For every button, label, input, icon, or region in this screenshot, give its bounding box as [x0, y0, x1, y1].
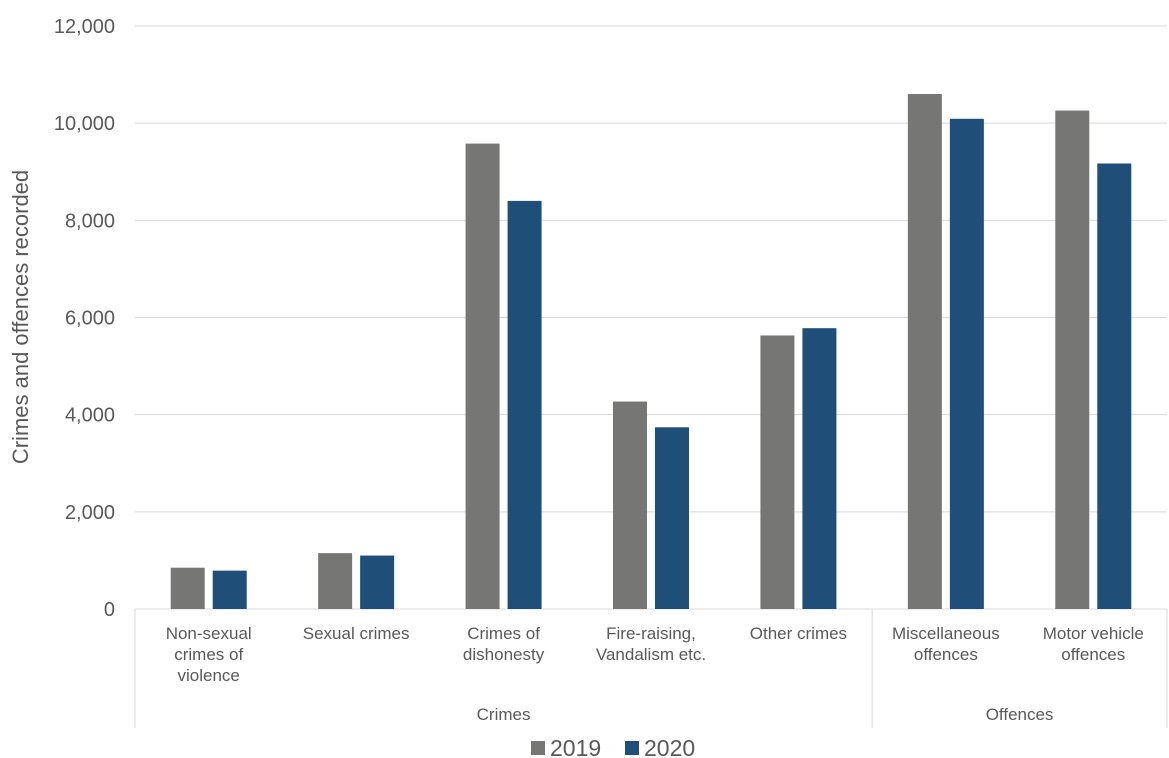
- category-label-line: violence: [178, 666, 240, 685]
- category-label-line: Non-sexual: [166, 624, 252, 643]
- category-label-line: Miscellaneous: [892, 624, 1000, 643]
- bar-2019: [1055, 110, 1090, 609]
- category-label-line: Crimes of: [467, 624, 540, 643]
- category-label-line: Motor vehicle: [1043, 624, 1144, 643]
- y-axis-label: Crimes and offences recorded: [8, 170, 33, 464]
- group-label: Crimes: [477, 705, 531, 724]
- legend-label: 2020: [644, 735, 695, 758]
- category-label-line: dishonesty: [463, 645, 545, 664]
- category-label-line: Sexual crimes: [303, 624, 410, 643]
- category-label-line: crimes of: [174, 645, 243, 664]
- category-label: Sexual crimes: [303, 624, 410, 643]
- bar-2019: [613, 401, 647, 609]
- bar-2019: [907, 94, 942, 610]
- bar-2020: [1097, 163, 1132, 609]
- y-tick-label: 10,000: [54, 113, 115, 135]
- category-label: Non-sexual crimes of violence: [166, 624, 252, 685]
- category-label: Fire-raising, Vandalism etc.: [596, 624, 706, 664]
- legend-label: 2019: [550, 735, 601, 758]
- y-tick-label: 8,000: [65, 210, 115, 232]
- group-label: Offences: [986, 705, 1054, 724]
- category-label-line: Other crimes: [750, 624, 847, 643]
- bar-2020: [655, 427, 689, 609]
- y-axis-ticks: 0 2,000 4,000 6,000 8,000 10,000 12,000: [54, 16, 115, 621]
- category-label: Crimes of dishonesty: [463, 624, 545, 664]
- category-label-line: Vandalism etc.: [596, 645, 706, 664]
- category-label: Other crimes: [750, 624, 847, 643]
- bars: [170, 94, 1132, 610]
- group-labels: Crimes Offences: [477, 705, 1054, 724]
- category-label: Motor vehicle offences: [1043, 624, 1144, 664]
- bar-2020: [507, 200, 542, 609]
- category-label-line: offences: [1061, 645, 1125, 664]
- bar-2020: [949, 118, 984, 610]
- legend-swatch-2019: [531, 741, 545, 755]
- bar-2019: [465, 143, 500, 610]
- y-tick-label: 6,000: [65, 308, 115, 330]
- legend: 2019 2020: [531, 735, 695, 758]
- bar-2020: [802, 328, 837, 609]
- bar-2019: [318, 553, 353, 609]
- bar-2020: [212, 570, 247, 609]
- bar-2019: [760, 335, 795, 609]
- y-tick-label: 2,000: [65, 502, 115, 524]
- category-label-line: Fire-raising,: [606, 624, 696, 643]
- bar-2020: [360, 555, 395, 609]
- gridlines: [134, 25, 1168, 728]
- category-label-line: offences: [914, 645, 978, 664]
- category-label: Miscellaneous offences: [892, 624, 1000, 664]
- legend-swatch-2020: [625, 741, 639, 755]
- y-tick-label: 4,000: [65, 405, 115, 427]
- bar-2019: [170, 567, 205, 609]
- category-labels: Non-sexual crimes of violence Sexual crimes…: [166, 624, 1144, 685]
- y-tick-label: 0: [104, 599, 115, 621]
- y-tick-label: 12,000: [54, 16, 115, 38]
